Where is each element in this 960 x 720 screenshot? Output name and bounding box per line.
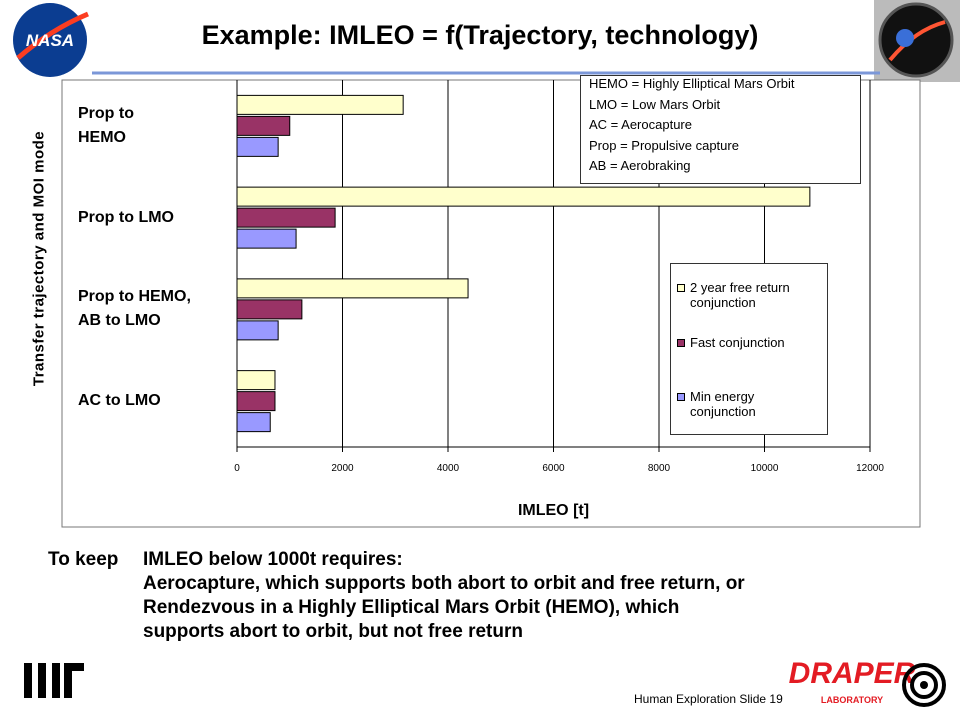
- bar: [236, 370, 276, 391]
- mit-logo-bar: [24, 663, 32, 698]
- body-line: Rendezvous in a Highly Elliptical Mars O…: [143, 597, 680, 618]
- slide-title: Example: IMLEO = f(Trajectory, technolog…: [201, 20, 759, 50]
- mit-logo-bar: [38, 663, 46, 698]
- note-line: AC = Aerocapture: [589, 117, 692, 132]
- bar: [236, 391, 276, 412]
- note-line: Prop = Propulsive capture: [589, 137, 739, 153]
- legend-swatch: [677, 284, 685, 292]
- x-tick-label: 4000: [437, 463, 460, 474]
- draper-rings: [920, 681, 928, 689]
- x-axis-title: IMLEO [t]: [517, 502, 590, 519]
- note-line: AB = Aerobraking: [589, 158, 691, 173]
- bar: [236, 412, 271, 433]
- draper-logo: DRAPER: [789, 657, 916, 690]
- draper-rings: [902, 663, 946, 707]
- bar: [236, 186, 811, 207]
- bar: [236, 320, 279, 341]
- draper-rings: [910, 671, 938, 699]
- exploration-planet: [896, 29, 914, 47]
- legend-label: 2 year free return conjunction: [690, 280, 790, 310]
- x-tick-label: 0: [234, 463, 240, 474]
- exploration-logo: [878, 2, 954, 78]
- mit-logo-bar: [64, 663, 84, 671]
- footer: Human Exploration Slide 19: [634, 692, 783, 706]
- x-tick-label: 10000: [751, 463, 779, 474]
- nasa-swoosh: [16, 11, 89, 60]
- body-lead: To keep: [48, 549, 119, 570]
- category-label: Prop to HEMO: [78, 104, 134, 146]
- legend-label: Fast conjunction: [690, 335, 785, 350]
- bar: [236, 207, 336, 228]
- exploration-swoosh: [888, 20, 946, 62]
- mit-logo-bar: [52, 663, 60, 698]
- bar: [236, 278, 469, 299]
- bar: [236, 299, 303, 320]
- draper-sub: LABORATORY: [821, 695, 883, 705]
- bar: [236, 136, 279, 157]
- x-tick-label: 12000: [856, 463, 884, 474]
- category-label: AC to LMO: [78, 392, 161, 410]
- bar: [236, 228, 297, 249]
- bar: [236, 94, 404, 115]
- note-line: HEMO = Highly Elliptical Mars Orbit: [589, 76, 795, 91]
- x-tick-label: 6000: [542, 463, 565, 474]
- legend-swatch: [677, 339, 685, 347]
- legend-label: Min energy conjunction: [690, 389, 756, 419]
- y-axis-title: Transfer trajectory and MOI mode: [30, 130, 48, 387]
- x-tick-label: 2000: [331, 463, 354, 474]
- notes-box: [580, 75, 861, 184]
- body-line: IMLEO below 1000t requires:: [143, 549, 403, 570]
- mit-logo-bar: [64, 663, 72, 698]
- note-line: LMO = Low Mars Orbit: [589, 96, 721, 112]
- bar: [236, 115, 291, 136]
- category-label: Prop to HEMO, AB to LMO: [78, 288, 191, 330]
- category-label: Prop to LMO: [78, 208, 174, 226]
- body-line: Aerocapture, which supports both abort t…: [143, 573, 745, 594]
- nasa-text: NASA: [26, 31, 74, 50]
- legend-swatch: [677, 393, 685, 401]
- body-line: supports abort to orbit, but not free re…: [143, 621, 523, 642]
- legend: [670, 263, 828, 435]
- x-tick-label: 8000: [648, 463, 671, 474]
